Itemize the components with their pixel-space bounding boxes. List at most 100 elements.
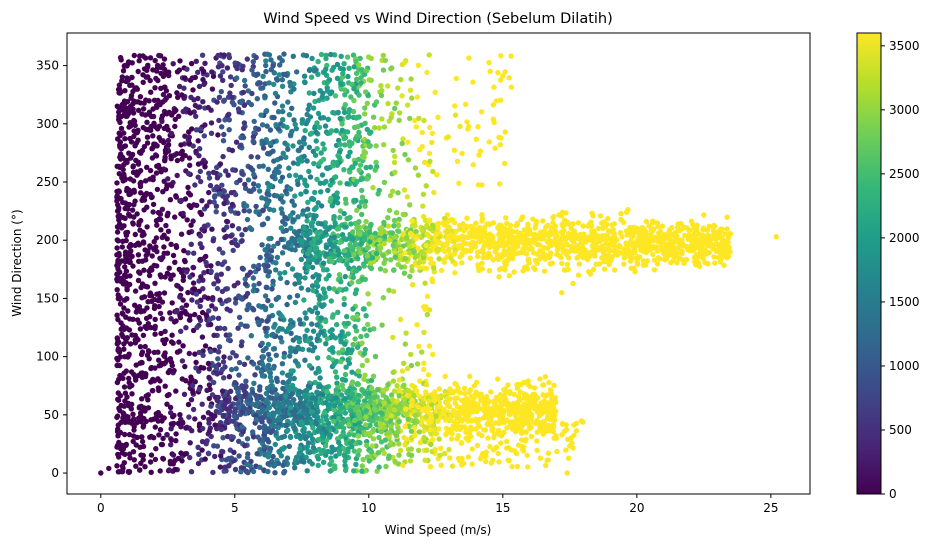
- scatter-point: [595, 225, 602, 232]
- scatter-point: [427, 256, 434, 262]
- scatter-point: [590, 213, 596, 219]
- scatter-point: [525, 224, 531, 230]
- scatter-point: [409, 95, 415, 101]
- scatter-point: [138, 452, 144, 458]
- scatter-point: [354, 207, 360, 214]
- chart-title: Wind Speed vs Wind Direction (Sebelum Di…: [263, 11, 613, 27]
- scatter-point: [479, 248, 485, 254]
- scatter-point: [649, 220, 656, 226]
- scatter-point: [385, 215, 391, 221]
- scatter-point: [427, 158, 433, 164]
- scatter-point: [227, 90, 233, 96]
- scatter-point: [120, 446, 127, 452]
- scatter-point: [147, 243, 153, 249]
- scatter-point: [169, 362, 175, 369]
- scatter-point: [298, 191, 304, 197]
- scatter-point: [341, 301, 347, 308]
- scatter-point: [214, 443, 221, 449]
- scatter-point: [389, 111, 395, 117]
- scatter-point: [454, 158, 461, 164]
- scatter-point: [552, 238, 558, 244]
- scatter-point: [191, 286, 198, 292]
- scatter-point: [173, 309, 180, 315]
- scatter-point: [195, 460, 202, 467]
- scatter-point: [283, 154, 289, 160]
- scatter-point: [288, 317, 294, 324]
- scatter-point: [177, 314, 184, 321]
- scatter-point: [423, 183, 429, 189]
- scatter-point: [238, 469, 244, 475]
- scatter-point: [393, 100, 399, 106]
- scatter-point: [129, 391, 135, 397]
- scatter-point: [156, 123, 163, 129]
- scatter-point: [274, 193, 280, 199]
- scatter-point: [337, 65, 344, 72]
- scatter-point: [173, 244, 180, 251]
- scatter-point: [145, 250, 151, 256]
- scatter-point: [126, 259, 133, 265]
- scatter-point: [253, 54, 259, 61]
- scatter-point: [156, 216, 162, 222]
- scatter-point: [146, 272, 153, 279]
- scatter-point: [215, 356, 221, 362]
- scatter-point: [116, 454, 122, 460]
- scatter-point: [144, 140, 151, 146]
- scatter-point: [632, 269, 638, 275]
- scatter-point: [479, 109, 485, 115]
- scatter-point: [359, 468, 365, 474]
- scatter-point: [267, 127, 274, 133]
- scatter-point: [116, 90, 122, 96]
- scatter-point: [604, 235, 610, 242]
- scatter-point: [283, 188, 289, 194]
- scatter-point: [198, 178, 204, 185]
- scatter-point: [265, 362, 272, 368]
- scatter-point: [611, 267, 618, 273]
- scatter-point: [152, 424, 158, 430]
- scatter-point: [118, 419, 124, 426]
- scatter-point: [237, 177, 243, 183]
- scatter-point: [416, 259, 422, 266]
- scatter-point: [204, 387, 210, 393]
- scatter-point: [330, 312, 336, 318]
- scatter-point: [289, 128, 295, 135]
- scatter-point: [170, 179, 176, 186]
- scatter-point: [208, 130, 215, 136]
- scatter-point: [156, 52, 162, 59]
- scatter-point: [185, 401, 192, 408]
- scatter-point: [582, 238, 588, 244]
- scatter-point: [479, 218, 485, 224]
- scatter-point: [213, 209, 219, 215]
- scatter-point: [130, 411, 136, 417]
- scatter-point: [255, 319, 261, 326]
- scatter-point: [221, 52, 227, 58]
- scatter-point: [143, 74, 149, 80]
- scatter-point: [164, 182, 170, 188]
- scatter-point: [315, 58, 321, 65]
- scatter-point: [296, 139, 303, 145]
- scatter-point: [193, 127, 200, 133]
- scatter-point: [348, 94, 354, 100]
- scatter-point: [305, 117, 311, 124]
- scatter-point: [351, 86, 357, 92]
- scatter-point: [241, 120, 248, 126]
- scatter-point: [495, 69, 501, 76]
- scatter-point: [263, 58, 269, 64]
- scatter-point: [114, 180, 120, 186]
- scatter-point: [320, 459, 327, 465]
- scatter-point: [207, 199, 213, 205]
- scatter-point: [290, 160, 297, 166]
- scatter-point: [601, 266, 608, 272]
- scatter-point: [306, 102, 312, 108]
- scatter-point: [122, 390, 129, 396]
- scatter-point: [129, 332, 135, 338]
- scatter-point: [147, 434, 153, 440]
- scatter-point: [126, 211, 132, 217]
- scatter-point: [262, 325, 268, 332]
- scatter-point: [159, 206, 166, 212]
- scatter-point: [313, 129, 319, 136]
- scatter-point: [267, 257, 274, 263]
- scatter-point: [244, 454, 251, 461]
- scatter-point: [474, 253, 481, 260]
- scatter-point: [115, 257, 121, 264]
- scatter-point: [356, 167, 362, 173]
